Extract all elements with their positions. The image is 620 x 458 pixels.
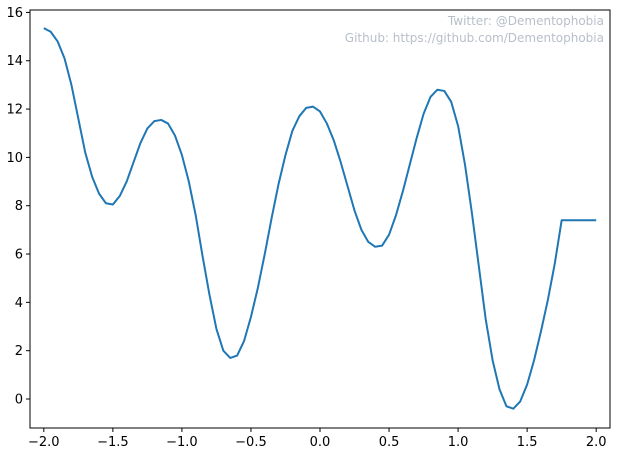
y-axis-ticks: 0 2 4 6 8 10 12 14 16	[6, 6, 30, 408]
y-tick-label: 6	[15, 248, 23, 263]
x-tick-label: −0.5	[235, 435, 267, 450]
x-tick-label: −1.5	[97, 435, 129, 450]
y-tick-label: 2	[15, 344, 23, 359]
x-tick-label: 0.5	[379, 435, 400, 450]
y-tick-label: 0	[15, 393, 23, 408]
y-tick-label: 12	[6, 103, 23, 118]
y-tick-label: 10	[6, 151, 23, 166]
series-layer	[43, 27, 597, 410]
series-line	[43, 27, 597, 410]
plot-frame	[29, 9, 611, 429]
x-tick-label: 1.0	[448, 435, 469, 450]
x-tick-label: 2.0	[586, 435, 607, 450]
watermark-twitter: Twitter: @Dementophobia	[447, 14, 604, 28]
watermark-github: Github: https://github.com/Dementophobia	[345, 31, 604, 45]
y-tick-label: 8	[15, 199, 23, 214]
x-tick-label: 1.5	[517, 435, 538, 450]
y-tick-label: 16	[6, 6, 23, 21]
x-axis-ticks: −2.0 −1.5 −1.0 −0.5 0.0 0.5 1.0 1.5 2.0	[28, 428, 607, 450]
x-tick-label: −1.0	[166, 435, 198, 450]
x-tick-label: −2.0	[28, 435, 60, 450]
y-tick-label: 14	[6, 54, 23, 69]
y-tick-label: 4	[15, 296, 23, 311]
x-tick-label: 0.0	[310, 435, 331, 450]
